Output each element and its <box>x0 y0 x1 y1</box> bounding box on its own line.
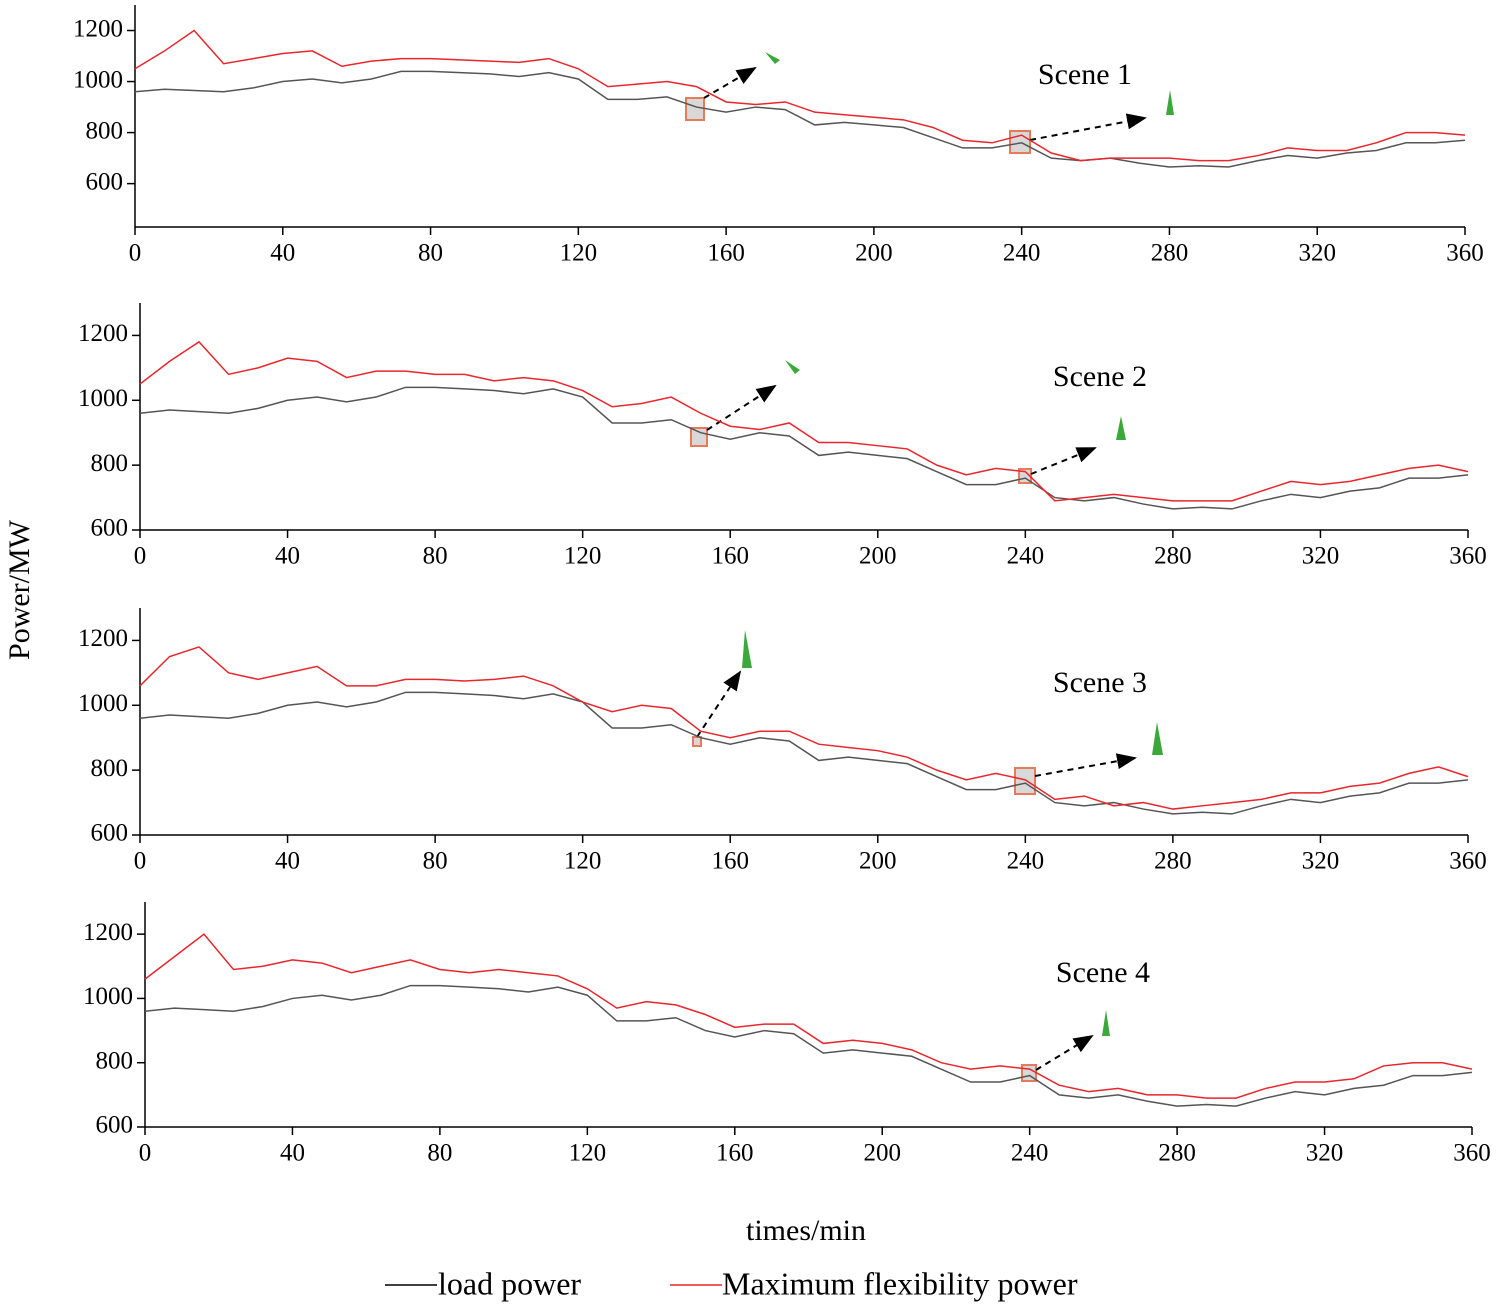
y-tick-label: 800 <box>91 450 129 477</box>
y-tick-label: 800 <box>91 755 129 782</box>
series-line <box>134 70 1466 168</box>
x-tick-label: 120 <box>569 1140 607 1167</box>
y-tick-label: 600 <box>86 168 124 195</box>
x-tick-label: 160 <box>711 543 749 570</box>
x-tick-label: 160 <box>711 848 749 875</box>
x-tick-label: 80 <box>423 543 448 570</box>
x-tick-label: 360 <box>1446 240 1484 267</box>
x-tick-label: 40 <box>275 848 300 875</box>
y-tick-label: 1000 <box>78 385 128 412</box>
x-tick-label: 200 <box>859 848 897 875</box>
x-tick-label: 40 <box>270 240 295 267</box>
x-tick-label: 240 <box>1007 848 1045 875</box>
x-tick-label: 360 <box>1453 1140 1491 1167</box>
x-tick-label: 200 <box>863 1140 901 1167</box>
series-line <box>139 646 1469 810</box>
x-tick-label: 80 <box>418 240 443 267</box>
callout-arrows <box>696 66 1147 1071</box>
series-line <box>139 386 1469 510</box>
x-tick-label: 200 <box>859 543 897 570</box>
x-tick-label: 280 <box>1154 543 1192 570</box>
y-tick-label: 600 <box>96 1112 134 1139</box>
x-tick-label: 0 <box>129 240 142 267</box>
y-tick-label: 1200 <box>78 625 128 652</box>
x-tick-label: 280 <box>1154 848 1192 875</box>
series-line <box>139 691 1469 815</box>
annotation: Scene 3 <box>1053 666 1147 699</box>
x-tick-label: 120 <box>560 240 598 267</box>
series-line <box>139 340 1469 502</box>
y-tick-label: 1000 <box>78 690 128 717</box>
y-tick-label: 600 <box>91 515 129 542</box>
legend-label: Maximum flexibility power <box>722 1265 1078 1301</box>
x-tick-label: 200 <box>855 240 893 267</box>
y-tick-label: 800 <box>86 117 124 144</box>
annotation: Scene 1 <box>1038 58 1132 91</box>
annotation: Scene 2 <box>1053 360 1147 393</box>
x-tick-label: 120 <box>564 848 602 875</box>
x-tick-label: 240 <box>1011 1140 1049 1167</box>
x-tick-label: 120 <box>564 543 602 570</box>
series-line <box>144 933 1473 1099</box>
x-tick-label: 80 <box>423 848 448 875</box>
x-tick-label: 240 <box>1007 543 1045 570</box>
y-tick-label: 600 <box>91 820 129 847</box>
x-tick-label: 160 <box>707 240 745 267</box>
x-tick-label: 40 <box>275 543 300 570</box>
y-tick-label: 1200 <box>83 919 133 946</box>
x-tick-label: 160 <box>716 1140 754 1167</box>
x-tick-label: 280 <box>1151 240 1189 267</box>
legend-label: load power <box>438 1265 581 1301</box>
y-axis-label: Power/MW <box>3 519 36 660</box>
x-tick-label: 0 <box>134 848 147 875</box>
x-tick-label: 0 <box>139 1140 152 1167</box>
x-tick-label: 320 <box>1298 240 1336 267</box>
x-tick-label: 320 <box>1302 543 1340 570</box>
x-tick-label: 0 <box>134 543 147 570</box>
x-axis-label: times/min <box>746 1214 866 1247</box>
y-tick-label: 1000 <box>83 983 133 1010</box>
annotation: Scene 4 <box>1056 956 1150 989</box>
x-tick-label: 240 <box>1003 240 1041 267</box>
x-tick-label: 320 <box>1306 1140 1344 1167</box>
y-tick-label: 1000 <box>73 66 123 93</box>
series-line <box>144 984 1473 1107</box>
x-tick-label: 360 <box>1449 848 1487 875</box>
x-tick-label: 40 <box>280 1140 305 1167</box>
callout-icons <box>742 52 1174 1036</box>
x-tick-label: 80 <box>427 1140 452 1167</box>
y-tick-label: 1200 <box>78 320 128 347</box>
x-tick-label: 280 <box>1158 1140 1196 1167</box>
y-tick-label: 1200 <box>73 15 123 42</box>
x-tick-label: 320 <box>1302 848 1340 875</box>
x-tick-label: 360 <box>1449 543 1487 570</box>
y-tick-label: 800 <box>96 1047 134 1074</box>
series-line <box>134 29 1466 162</box>
